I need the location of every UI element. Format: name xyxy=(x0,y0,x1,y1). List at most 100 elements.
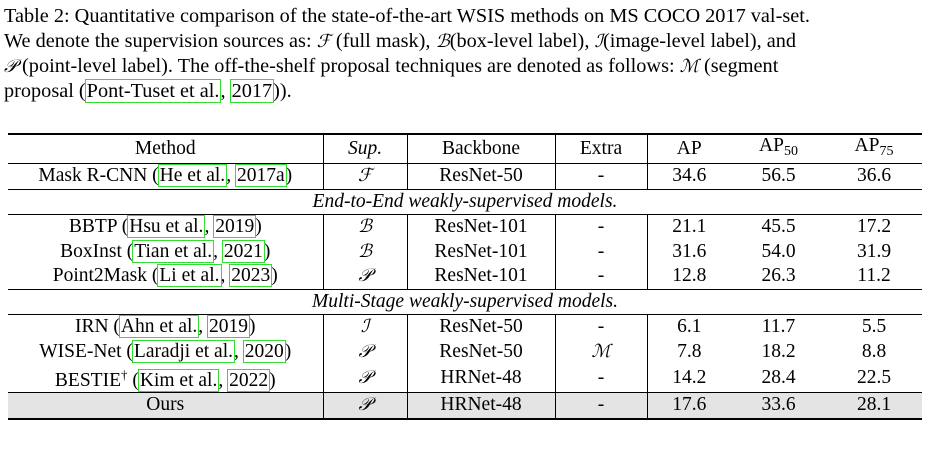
sup-cell: 𝒫 xyxy=(323,339,408,364)
table-row: BoxInst (Tian et al., 2021) ℬ ResNet-101… xyxy=(8,239,922,264)
sup-cell: ℬ xyxy=(323,239,408,264)
sup-cell: 𝒫 xyxy=(323,392,408,420)
header-method: Method xyxy=(8,133,324,164)
table-row: Mask R-CNN (He et al., 2017a) ℱ ResNet-5… xyxy=(8,163,922,189)
ap-cell: 17.6 xyxy=(647,392,731,420)
ap50-cell: 56.5 xyxy=(731,163,826,189)
ap75-base: AP xyxy=(854,135,880,156)
caption-line-4: proposal (Pont-Tuset et al., 2017)). xyxy=(4,79,930,104)
citation-link[interactable]: Ahn et al. xyxy=(118,315,200,339)
citation-link[interactable]: Li et al. xyxy=(157,264,222,288)
citation-year-link[interactable]: 2019 xyxy=(207,315,251,339)
segment-proposal-symbol: ℳ xyxy=(679,56,699,77)
method-name: BBTP xyxy=(68,216,117,238)
citation-year-link[interactable]: 2017 xyxy=(229,79,275,103)
caption-line-1: Table 2: Quantitative comparison of the … xyxy=(4,4,930,29)
citation-link[interactable]: He et al. xyxy=(157,164,228,188)
ap75-cell: 5.5 xyxy=(826,314,922,340)
header-ap75: AP75 xyxy=(826,133,922,164)
caption-text: (full mask), xyxy=(330,30,436,52)
extra-cell: - xyxy=(555,364,648,393)
ap75-cell: 22.5 xyxy=(856,367,892,388)
results-table: Method Sup. Backbone Extra AP AP50 AP75 … xyxy=(8,133,922,420)
method-name: Mask R-CNN xyxy=(38,165,148,187)
group-row-e2e: End-to-End weakly-supervised models. xyxy=(8,188,922,215)
sup-cell: 𝒫 xyxy=(323,264,408,289)
header-extra: Extra xyxy=(555,133,648,164)
citation-year-link[interactable]: 2020 xyxy=(242,339,286,363)
citation-year-link[interactable]: 2021 xyxy=(221,239,265,263)
caption-text: (box-level label), xyxy=(449,30,595,52)
table-row: WISE-Net (Laradji et al., 2020) 𝒫 ResNet… xyxy=(8,339,922,364)
sup-cell: ℬ xyxy=(323,214,408,240)
backbone-cell: ResNet-101 xyxy=(407,239,556,264)
method-cell: BoxInst (Tian et al., 2021) xyxy=(8,239,324,264)
method-cell: WISE-Net (Laradji et al., 2020) xyxy=(8,339,324,364)
backbone-cell: HRNet-48 xyxy=(407,392,556,420)
ap-cell: 31.6 xyxy=(672,240,707,262)
box-label-symbol: ℬ xyxy=(435,31,450,52)
point-label-symbol: 𝒫 xyxy=(4,56,17,77)
citation-link[interactable]: Kim et al. xyxy=(137,369,220,392)
ap75-cell: 8.8 xyxy=(861,340,887,362)
table-row-ours: Ours 𝒫 HRNet-48 - 17.6 33.6 28.1 xyxy=(8,392,922,420)
method-cell: Point2Mask (Li et al., 2023) xyxy=(8,264,324,289)
backbone-cell: ResNet-50 xyxy=(407,339,556,364)
header-backbone: Backbone xyxy=(407,133,556,164)
table-row: BBTP (Hsu et al., 2019) ℬ ResNet-101 - 2… xyxy=(8,214,922,240)
citation-year-link[interactable]: 2017a xyxy=(234,164,287,188)
ap50-cell: 26.3 xyxy=(761,265,796,287)
citation-year-link[interactable]: 2019 xyxy=(213,215,257,239)
extra-cell: - xyxy=(555,314,648,340)
ap50-cell: 11.7 xyxy=(731,314,826,340)
method-name: BoxInst xyxy=(60,240,122,262)
caption-text: (image-level label), and xyxy=(602,30,797,52)
group-row-ms: Multi-Stage weakly-supervised models. xyxy=(8,288,922,315)
ap50-cell: 18.2 xyxy=(761,340,796,362)
sup-cell: ℱ xyxy=(323,163,408,189)
header-ap50: AP50 xyxy=(731,133,826,164)
caption-text: Table 2: Quantitative comparison of the … xyxy=(4,5,810,27)
citation-link[interactable]: Pont-Tuset et al. xyxy=(84,79,222,103)
citation-link[interactable]: Laradji et al. xyxy=(131,339,236,363)
full-mask-symbol: ℱ xyxy=(316,31,331,52)
ap-cell: 34.6 xyxy=(647,163,731,189)
extra-cell: - xyxy=(555,264,648,289)
caption-line-3: 𝒫 (point-level label). The off-the-shelf… xyxy=(4,54,930,79)
ap-cell: 7.8 xyxy=(677,340,702,362)
ap75-cell: 11.2 xyxy=(857,265,891,287)
citation-link[interactable]: Hsu et al. xyxy=(127,215,206,239)
backbone-cell: ResNet-50 xyxy=(407,314,556,340)
ap50-cell: 54.0 xyxy=(761,240,796,262)
citation-link[interactable]: Tian et al. xyxy=(132,239,215,263)
citation-year-link[interactable]: 2023 xyxy=(229,264,273,288)
ap50-cell: 45.5 xyxy=(731,214,826,240)
caption-text: (segment xyxy=(698,55,779,77)
extra-cell: - xyxy=(555,214,648,240)
extra-cell: - xyxy=(555,239,648,264)
table-caption: Table 2: Quantitative comparison of the … xyxy=(4,4,930,104)
caption-text: We denote the supervision sources as: xyxy=(4,30,317,52)
ap50-cell: 33.6 xyxy=(731,392,826,420)
dagger-mark: † xyxy=(121,367,128,382)
method-cell: BESTIE† (Kim et al., 2022) xyxy=(8,364,324,393)
group-label: Multi-Stage weakly-supervised models. xyxy=(8,288,922,315)
caption-line-2: We denote the supervision sources as: ℱ … xyxy=(4,29,930,54)
header-row: Method Sup. Backbone Extra AP AP50 AP75 xyxy=(8,133,922,164)
method-name: Point2Mask xyxy=(52,265,148,287)
header-sup-text: Sup. xyxy=(347,138,383,159)
group-label: End-to-End weakly-supervised models. xyxy=(8,188,922,215)
citation-year-link[interactable]: 2022 xyxy=(227,369,271,392)
extra-cell: - xyxy=(555,392,648,420)
ap-cell: 12.8 xyxy=(672,265,707,287)
ap75-cell: 31.9 xyxy=(856,240,892,262)
extra-cell: - xyxy=(555,163,648,189)
ap-cell: 6.1 xyxy=(647,314,731,340)
method-cell: BBTP (Hsu et al., 2019) xyxy=(8,214,324,240)
image-label-symbol: ℐ xyxy=(594,31,603,52)
table-row: Point2Mask (Li et al., 2023) 𝒫 ResNet-10… xyxy=(8,264,922,289)
caption-text: (point-level label). The off-the-shelf p… xyxy=(16,55,680,77)
method-cell: IRN (Ahn et al., 2019) xyxy=(8,314,324,340)
method-cell: Mask R-CNN (He et al., 2017a) xyxy=(8,163,324,189)
header-sup: Sup. xyxy=(323,133,408,164)
